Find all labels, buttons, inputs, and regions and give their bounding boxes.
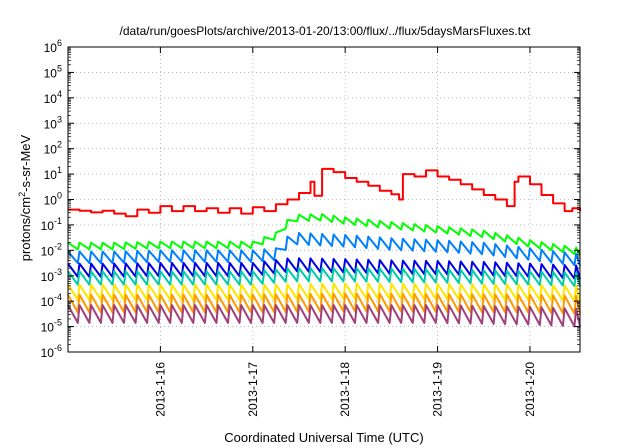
y-tick-label-exponent: -2 [54, 241, 62, 251]
y-axis-ticks: 10-610-510-410-310-210-11001011021031041… [41, 38, 580, 360]
y-tick-label: 10-4 [41, 292, 62, 309]
y-axis-label-rest: -s-sr-MeV [18, 134, 33, 191]
y-tick-label-exponent: 6 [57, 38, 62, 48]
series-line-1 [67, 213, 581, 256]
series-line-7 [67, 304, 581, 328]
y-tick-label-base: 10 [41, 295, 55, 309]
y-tick-label: 106 [44, 38, 62, 55]
y-tick-label-base: 10 [44, 143, 58, 157]
y-tick-label-exponent: 2 [57, 140, 62, 150]
y-tick-label-base: 10 [41, 219, 55, 233]
y-tick-label-exponent: -6 [54, 343, 62, 353]
y-tick-label: 100 [44, 191, 62, 208]
y-tick-label-exponent: 5 [57, 63, 62, 73]
y-tick-label: 104 [44, 89, 62, 106]
y-tick-label: 10-6 [41, 343, 62, 360]
y-tick-label-base: 10 [41, 244, 55, 258]
y-tick-label-exponent: 0 [57, 191, 62, 201]
chart-title: /data/run/goesPlots/archive/2013-01-20/1… [120, 24, 532, 38]
x-tick-label: 2013-1-18 [338, 362, 352, 417]
x-tick-label: 2013-1-16 [153, 362, 167, 417]
y-tick-label: 102 [44, 140, 62, 157]
y-tick-label-base: 10 [41, 270, 55, 284]
series-layer [67, 167, 581, 328]
y-tick-label-base: 10 [41, 346, 55, 360]
series-line-4 [67, 267, 581, 287]
y-tick-label-exponent: 1 [57, 165, 62, 175]
x-tick-label: 2013-1-19 [431, 362, 445, 417]
y-tick-label-exponent: -3 [54, 267, 62, 277]
y-tick-label-base: 10 [44, 117, 58, 131]
x-tick-label: 2013-1-20 [523, 362, 537, 417]
series-line-0 [68, 167, 581, 218]
grid-lines [68, 47, 580, 352]
y-tick-label-base: 10 [44, 194, 58, 208]
y-tick-label-base: 10 [44, 41, 58, 55]
y-tick-label-base: 10 [41, 321, 55, 335]
y-tick-label-exponent: 3 [57, 114, 62, 124]
series-line-2 [67, 231, 581, 267]
y-tick-label-exponent: -4 [54, 292, 62, 302]
y-tick-label: 10-2 [41, 241, 62, 258]
y-tick-label: 10-5 [41, 318, 62, 335]
y-tick-label: 103 [44, 114, 62, 131]
y-tick-label-base: 10 [44, 168, 58, 182]
x-axis-ticks: 2013-1-16 2013-1-17 2013-1-18 2013-1-19 2013… [153, 47, 537, 417]
y-tick-label: 10-1 [41, 216, 62, 233]
y-axis-label-base: protons/cm [18, 197, 33, 261]
y-tick-label-base: 10 [44, 66, 58, 80]
y-axis-label: protons/cm2-s-sr-MeV [17, 134, 33, 261]
y-tick-label: 10-3 [41, 267, 62, 284]
x-axis-label: Coordinated Universal Time (UTC) [224, 430, 423, 445]
y-tick-label: 101 [44, 165, 62, 182]
y-tick-label-exponent: -1 [54, 216, 62, 226]
y-tick-label-exponent: 4 [57, 89, 62, 99]
series-line-3 [67, 257, 581, 280]
x-tick-label: 2013-1-17 [246, 362, 260, 417]
y-tick-label-base: 10 [44, 92, 58, 106]
y-axis-label-sup: 2 [17, 192, 27, 197]
series-line-6 [67, 292, 581, 315]
y-tick-label-exponent: -5 [54, 318, 62, 328]
y-tick-label: 105 [44, 63, 62, 80]
series-line-5 [67, 282, 581, 302]
